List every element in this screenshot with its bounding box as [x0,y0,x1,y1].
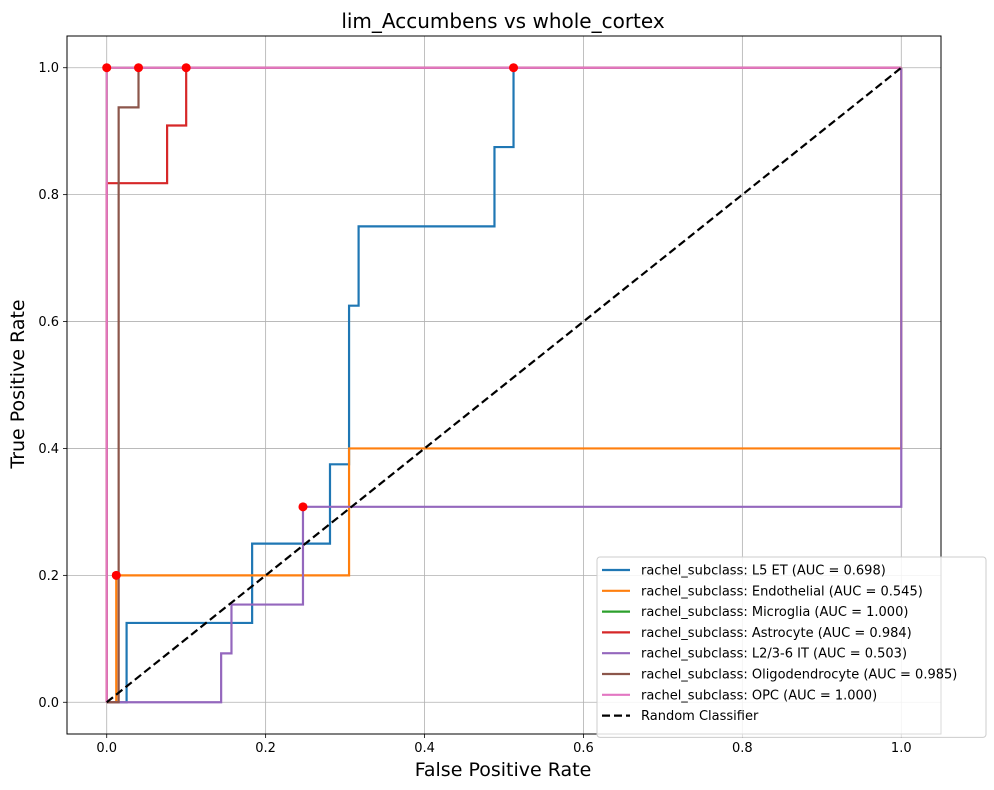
threshold-marker [181,63,191,73]
y-axis-label: True Positive Rate [7,299,29,469]
y-tick-label: 0.2 [38,569,59,584]
threshold-marker [134,63,144,73]
series-line-rachel-subclass-l2-3-6-it-auc-0-503 [106,67,903,704]
y-tick-label: 0.8 [38,188,59,203]
legend-label: rachel_subclass: Oligodendrocyte (AUC = … [641,668,957,683]
x-tick-label: 1.0 [891,741,912,756]
x-tick-label: 0.4 [414,741,435,756]
x-tick-label: 0.2 [255,741,276,756]
legend-label: rachel_subclass: L5 ET (AUC = 0.698) [641,564,886,579]
series-line-rachel-subclass-l5-et-auc-0-698 [106,66,902,704]
x-tick-label: 0.8 [732,741,753,756]
threshold-marker [111,570,121,580]
legend-label: rachel_subclass: Endothelial (AUC = 0.54… [641,584,923,599]
threshold-marker [509,63,519,73]
threshold-marker [298,502,308,512]
legend: rachel_subclass: L5 ET (AUC = 0.698) rach… [596,556,987,738]
x-axis-label: False Positive Rate [415,759,592,781]
series-line-random-classifier [106,66,902,704]
axis-ticks: 0.0 0.2 0.4 0.6 0.8 1.0 0.0 0.2 0.4 0.6 0.8 1.0 [38,61,911,756]
legend-label: rachel_subclass: Microglia (AUC = 1.000) [641,605,908,620]
plot-area [102,63,903,704]
chart-title: lim_Accumbens vs whole_cortex [341,9,665,33]
axes-frame [66,35,942,735]
legend-label: rachel_subclass: L2/3-6 IT (AUC = 0.503) [641,647,907,662]
x-tick-label: 0.6 [573,741,594,756]
threshold-marker [102,63,112,73]
y-tick-label: 0.6 [38,315,59,330]
legend-box [596,556,987,738]
legend-label: rachel_subclass: Astrocyte (AUC = 0.984) [641,626,912,641]
legend-label: rachel_subclass: OPC (AUC = 1.000) [641,688,877,703]
y-tick-label: 1.0 [38,61,59,76]
y-tick-label: 0.0 [38,696,59,711]
y-tick-label: 0.4 [38,442,59,457]
x-tick-label: 0.0 [96,741,117,756]
legend-label: Random Classifier [641,709,759,724]
